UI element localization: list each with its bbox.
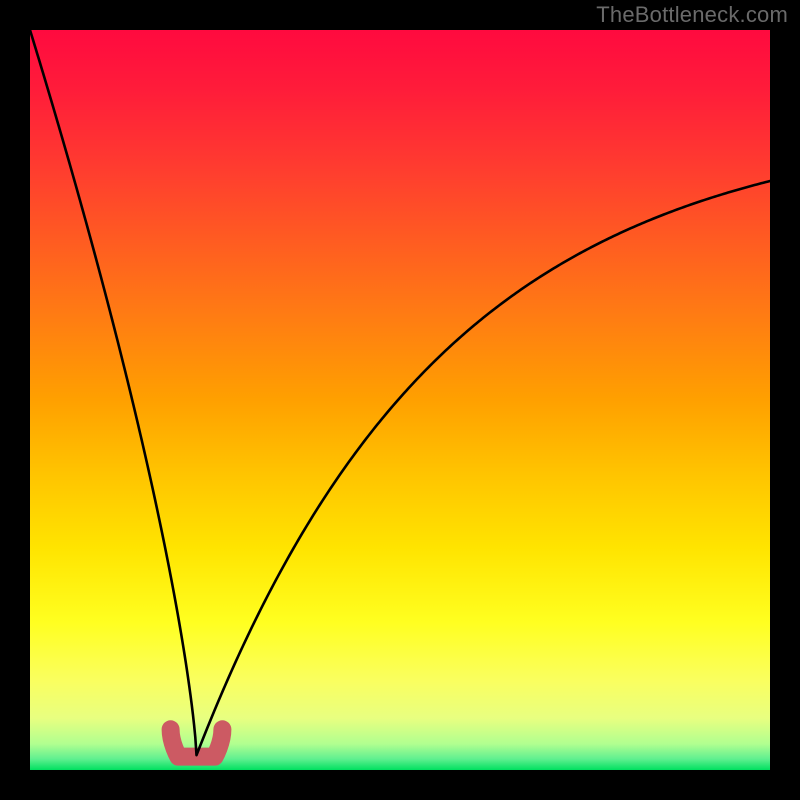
plot-background [30,30,770,770]
watermark-text: TheBottleneck.com [596,2,788,28]
bottleneck-chart [0,0,800,800]
